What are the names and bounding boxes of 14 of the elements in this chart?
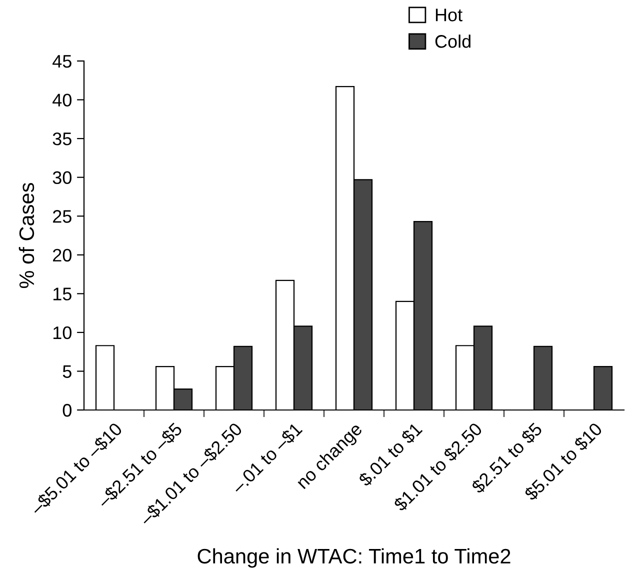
y-tick-label: 30 xyxy=(52,171,72,184)
y-tick-label: 15 xyxy=(53,288,72,300)
y-tick-label: 35 xyxy=(52,132,72,146)
y-tick-label: 10 xyxy=(53,326,72,340)
x-axis-title: Change in WTAC: Time1 to Time2 xyxy=(198,548,510,568)
y-tick-label: 25 xyxy=(53,210,72,223)
y-tick-label: 40 xyxy=(52,94,72,106)
y-tick-label: 20 xyxy=(53,248,72,262)
y-axis-title: % of Cases xyxy=(18,182,34,288)
legend-label: Hot xyxy=(436,8,462,22)
legend-label: Cold xyxy=(435,34,470,48)
y-tick-label: 45 xyxy=(52,55,72,68)
y-tick-label: 0 xyxy=(62,404,72,417)
y-tick-label: 5 xyxy=(62,365,72,378)
